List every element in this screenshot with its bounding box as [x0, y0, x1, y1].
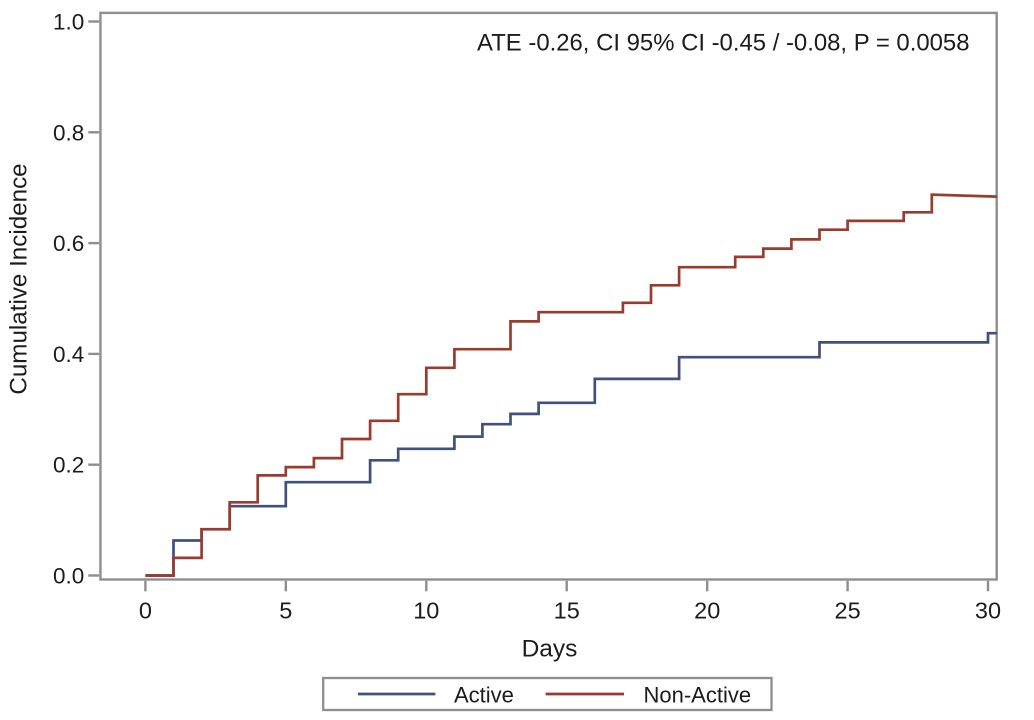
svg-text:0.8: 0.8 — [53, 120, 84, 145]
svg-text:25: 25 — [835, 598, 861, 624]
svg-text:Days: Days — [522, 636, 578, 663]
svg-text:10: 10 — [413, 598, 439, 624]
svg-text:15: 15 — [554, 598, 580, 624]
svg-text:0.2: 0.2 — [53, 453, 84, 478]
svg-text:ATE -0.26, CI 95% CI -0.45 / -: ATE -0.26, CI 95% CI -0.45 / -0.08, P = … — [477, 30, 969, 57]
svg-text:30: 30 — [975, 598, 1001, 624]
svg-text:0: 0 — [139, 598, 152, 624]
svg-text:0.0: 0.0 — [53, 564, 84, 589]
svg-text:0.6: 0.6 — [53, 231, 84, 256]
svg-text:Non-Active: Non-Active — [644, 682, 752, 707]
svg-text:20: 20 — [694, 598, 720, 624]
svg-text:Active: Active — [454, 682, 514, 707]
svg-text:Cumulative Incidence: Cumulative Incidence — [6, 163, 33, 394]
svg-text:1.0: 1.0 — [53, 10, 84, 35]
svg-text:0.4: 0.4 — [53, 342, 84, 367]
svg-text:5: 5 — [279, 598, 292, 624]
